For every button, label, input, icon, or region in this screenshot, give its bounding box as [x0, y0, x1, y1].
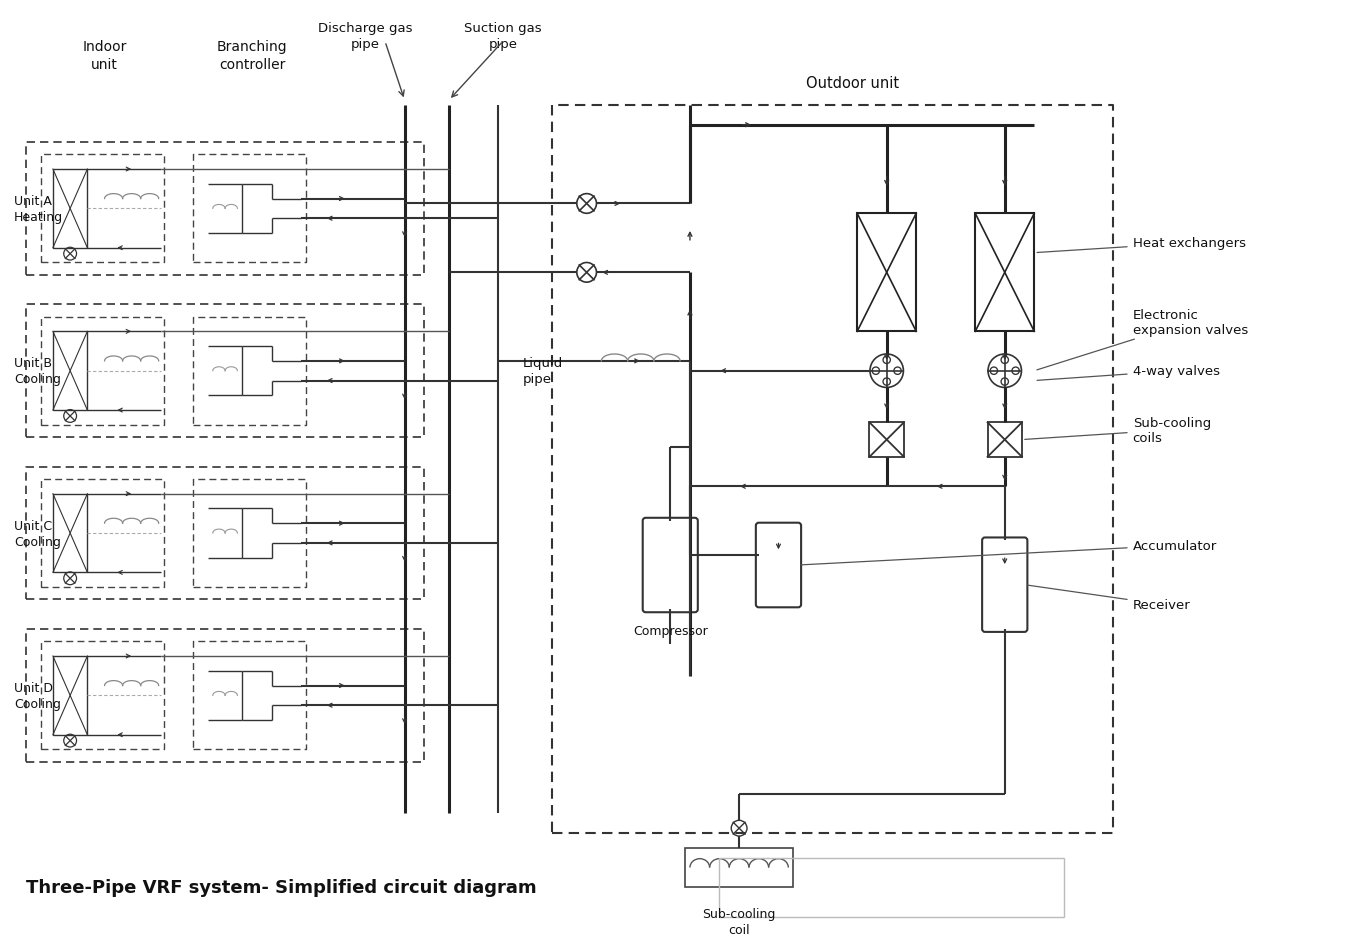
Text: Suction gas
pipe: Suction gas pipe: [464, 23, 542, 51]
Text: 4-way valves: 4-way valves: [1037, 364, 1220, 381]
Bar: [685, 848, 793, 887]
Bar: [870, 423, 904, 457]
Text: Branching
controller: Branching controller: [217, 41, 288, 72]
Text: Compressor: Compressor: [632, 624, 708, 637]
Text: Unit A
Heating: Unit A Heating: [14, 194, 63, 224]
Text: Unit B
Cooling: Unit B Cooling: [14, 357, 60, 386]
Text: Sub-cooling
coils: Sub-cooling coils: [1025, 416, 1211, 445]
Text: Indoor
unit: Indoor unit: [82, 41, 126, 72]
FancyBboxPatch shape: [982, 538, 1028, 632]
Bar: [54, 170, 88, 248]
Bar: [975, 214, 1034, 332]
Text: Liquid
pipe: Liquid pipe: [523, 357, 563, 386]
FancyBboxPatch shape: [642, 518, 698, 613]
Bar: [54, 494, 88, 573]
Text: Three-Pipe VRF system- Simplified circuit diagram: Three-Pipe VRF system- Simplified circui…: [26, 878, 536, 896]
Text: Heat exchangers: Heat exchangers: [1037, 237, 1246, 253]
Text: Unit C
Cooling: Unit C Cooling: [14, 519, 60, 548]
FancyBboxPatch shape: [756, 523, 801, 608]
Bar: [54, 332, 88, 411]
Text: Sub-cooling
coil: Sub-cooling coil: [702, 907, 775, 936]
Text: Receiver: Receiver: [1028, 585, 1191, 611]
Bar: [719, 858, 1063, 917]
Text: Electronic
expansion valves: Electronic expansion valves: [1037, 308, 1249, 370]
Bar: [54, 656, 88, 735]
Bar: [858, 214, 916, 332]
Text: Outdoor unit: Outdoor unit: [805, 76, 899, 92]
Text: Discharge gas
pipe: Discharge gas pipe: [318, 23, 413, 51]
Text: Accumulator: Accumulator: [801, 539, 1217, 565]
Bar: [988, 423, 1022, 457]
Text: Unit D
Cooling: Unit D Cooling: [14, 682, 60, 710]
